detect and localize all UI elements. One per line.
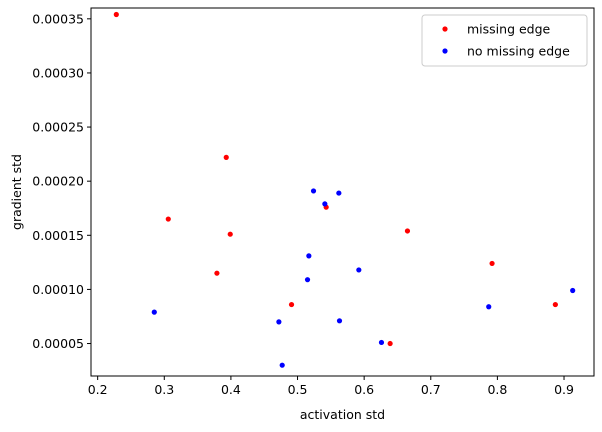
y-tick-label: 0.00025 — [32, 120, 84, 135]
point-no-missing-edge — [356, 267, 362, 273]
y-tick-label: 0.00020 — [32, 174, 84, 189]
point-no-missing-edge — [570, 287, 576, 294]
y-tick-label: 0.00030 — [32, 65, 84, 80]
point-missing-edge — [223, 154, 229, 160]
point-missing-edge — [214, 270, 220, 276]
x-axis-label: activation std — [300, 407, 385, 422]
point-missing-edge — [113, 11, 119, 18]
x-tick-label: 0.4 — [221, 382, 241, 397]
x-tick-label: 0.6 — [354, 382, 374, 397]
point-no-missing-edge — [486, 304, 492, 310]
x-tick-label: 0.5 — [288, 382, 308, 397]
x-tick-label: 0.7 — [421, 382, 441, 397]
point-missing-edge — [489, 260, 495, 267]
point-missing-edge — [404, 228, 411, 234]
y-tick-label: 0.00015 — [32, 228, 84, 243]
y-axis-label: gradient std — [9, 154, 24, 230]
point-no-missing-edge — [378, 339, 385, 346]
point-no-missing-edge — [306, 253, 312, 259]
point-no-missing-edge — [336, 190, 342, 196]
y-axis: 0.00005 0.00010 0.00015 0.00020 0.00025 0.000… — [32, 11, 91, 351]
point-no-missing-edge — [279, 362, 285, 368]
y-tick-label: 0.00035 — [32, 11, 84, 26]
point-no-missing-edge — [151, 309, 157, 315]
legend-marker-no-missing-edge — [442, 48, 448, 54]
legend: missing edge no missing edge — [421, 14, 588, 67]
x-tick-label: 0.3 — [154, 382, 174, 397]
point-missing-edge — [288, 301, 295, 308]
x-axis: 0.2 0.3 0.4 0.5 0.6 0.7 0.8 0.9 — [88, 376, 574, 397]
point-no-missing-edge — [310, 188, 317, 194]
point-no-missing-edge — [304, 277, 311, 283]
point-missing-edge — [387, 340, 393, 347]
y-tick-label: 0.00010 — [32, 282, 84, 297]
legend-label-no-missing-edge: no missing edge — [467, 44, 570, 59]
legend-marker-missing-edge — [442, 26, 448, 32]
x-tick-label: 0.2 — [88, 382, 108, 397]
point-missing-edge — [552, 301, 558, 308]
point-missing-edge — [227, 231, 233, 237]
x-tick-label: 0.9 — [554, 382, 574, 397]
legend-label-missing-edge: missing edge — [467, 22, 551, 37]
point-missing-edge — [165, 216, 171, 222]
point-no-missing-edge — [336, 318, 343, 324]
y-tick-label: 0.00005 — [32, 336, 84, 351]
plot-area-frame — [90, 7, 595, 377]
legend-box — [421, 14, 588, 67]
x-tick-label: 0.8 — [487, 382, 507, 397]
point-no-missing-edge — [322, 201, 328, 207]
point-no-missing-edge — [276, 319, 282, 325]
